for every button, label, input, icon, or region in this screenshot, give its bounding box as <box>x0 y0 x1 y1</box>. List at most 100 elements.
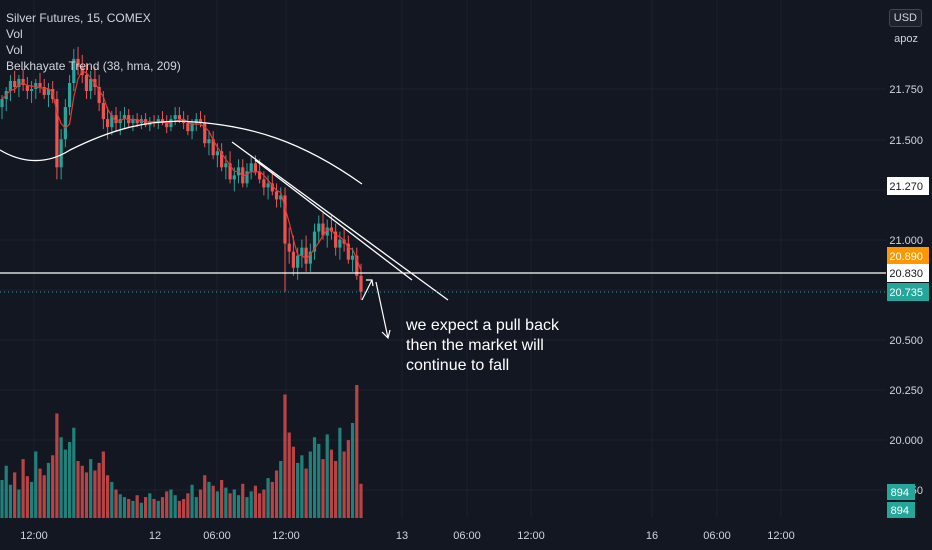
volume-bar <box>249 491 253 518</box>
volume-bar <box>89 459 93 518</box>
candle-body <box>220 151 224 168</box>
volume-bar <box>38 468 42 518</box>
volume-bar <box>4 465 8 518</box>
candle-body <box>334 231 338 248</box>
volume-bar <box>177 500 181 518</box>
price-tick-label: 20.500 <box>889 335 923 347</box>
candle-body <box>72 58 76 83</box>
volume-bar <box>224 487 228 518</box>
candle-body <box>211 139 215 156</box>
volume-bar <box>114 489 118 518</box>
candle-body <box>59 139 63 168</box>
volume-bar <box>317 443 321 518</box>
scale-mode-button[interactable]: apoz <box>894 33 918 45</box>
candle-body <box>270 183 274 192</box>
volume-bar <box>287 432 291 518</box>
currency-button[interactable]: USD <box>888 9 922 27</box>
volume-bar <box>76 461 80 518</box>
volume-bar <box>359 483 363 518</box>
volume-bar <box>253 485 258 518</box>
candle-body <box>241 167 245 184</box>
volume-bar <box>220 480 224 518</box>
candle-body <box>198 119 203 124</box>
volume-bar <box>173 495 177 518</box>
belkhayate-indicator-label[interactable]: Belkhayate Trend (38, hma, 209) <box>6 59 181 73</box>
candle-body <box>186 123 190 132</box>
volume-bar <box>110 481 114 518</box>
volume-bar <box>160 497 165 518</box>
volume-bar <box>308 451 312 518</box>
time-axis: 12:00 12 06:00 12:00 13 06:00 12:00 16 06:00 12:0… <box>20 530 795 542</box>
candle-body <box>177 115 181 120</box>
volume-bar <box>135 495 139 518</box>
time-tick-label: 06:00 <box>453 530 481 542</box>
symbol-title[interactable]: Silver Futures, 15, COMEX <box>6 11 151 25</box>
pullback-arrow-up <box>361 279 374 301</box>
price-tick-label: 21.000 <box>889 235 923 247</box>
candle-body <box>105 119 110 128</box>
volume-bar <box>274 470 279 518</box>
volume-bar <box>258 493 262 518</box>
candle-body <box>262 179 266 188</box>
time-tick-label: 12:00 <box>272 530 300 542</box>
time-tick-label: 12:00 <box>767 530 795 542</box>
hma-line <box>1 70 362 271</box>
volume-bar <box>139 502 143 518</box>
candle-body <box>29 89 34 92</box>
volume-bar <box>338 427 342 518</box>
candle-body <box>101 103 105 120</box>
volume-bar <box>51 455 55 518</box>
volume-bar <box>63 449 67 518</box>
volume-bar <box>0 480 4 518</box>
time-tick-label: 12:00 <box>20 530 48 542</box>
volume-bar <box>34 451 38 518</box>
volume-bar <box>80 465 84 518</box>
volume-bar <box>42 475 46 518</box>
candle-body <box>304 247 308 264</box>
candle-body <box>194 119 198 124</box>
volume-indicator-label[interactable]: Vol <box>6 27 23 41</box>
candle-body <box>228 163 232 180</box>
time-tick-label: 13 <box>396 530 408 542</box>
trend-line-2 <box>254 159 413 281</box>
time-tick-label: 12 <box>149 530 161 542</box>
candle-body <box>114 115 118 124</box>
time-tick-label: 12:00 <box>517 530 545 542</box>
volume-bar <box>190 484 194 518</box>
volume-bar <box>300 455 304 518</box>
volume-bar <box>93 470 97 518</box>
candle-body <box>346 243 350 260</box>
chart-legend: Silver Futures, 15, COMEX Vol Vol Belkha… <box>6 10 181 74</box>
price-axis: 21.75021.50021.00020.50020.25020.00019.7… <box>887 84 929 518</box>
candle-body <box>296 255 300 268</box>
last-price-badge <box>887 283 929 301</box>
price-tick-label: 21.750 <box>889 84 923 96</box>
volume-bar <box>182 499 186 518</box>
annotation-line-2: then the market will <box>406 337 544 354</box>
horizontal-line-price: 20.830 <box>889 268 923 280</box>
candle-body <box>215 151 219 156</box>
volume-value-1: 894 <box>891 487 909 499</box>
volume-bar <box>72 427 76 518</box>
volume-bar <box>101 451 105 518</box>
candle-body <box>232 175 236 180</box>
annotation-line-1: we expect a pull back <box>406 317 559 334</box>
candle-body <box>97 86 101 104</box>
volume-indicator-label-2[interactable]: Vol <box>6 43 23 57</box>
level-line-price-badge <box>887 177 929 195</box>
volume-bar <box>198 489 203 518</box>
volume-bar <box>84 472 89 518</box>
volume-bar <box>13 472 17 518</box>
volume-bar <box>55 413 59 518</box>
candle-body <box>253 163 258 172</box>
volume-bar <box>334 461 338 518</box>
chart-grid <box>0 0 886 518</box>
candle-body <box>34 82 38 89</box>
volume-bar <box>105 475 110 518</box>
volume-bar <box>156 500 160 518</box>
candle-body <box>258 171 262 180</box>
candle-body <box>110 115 114 128</box>
fall-arrow-down <box>375 281 391 340</box>
volume-bar <box>46 462 51 518</box>
